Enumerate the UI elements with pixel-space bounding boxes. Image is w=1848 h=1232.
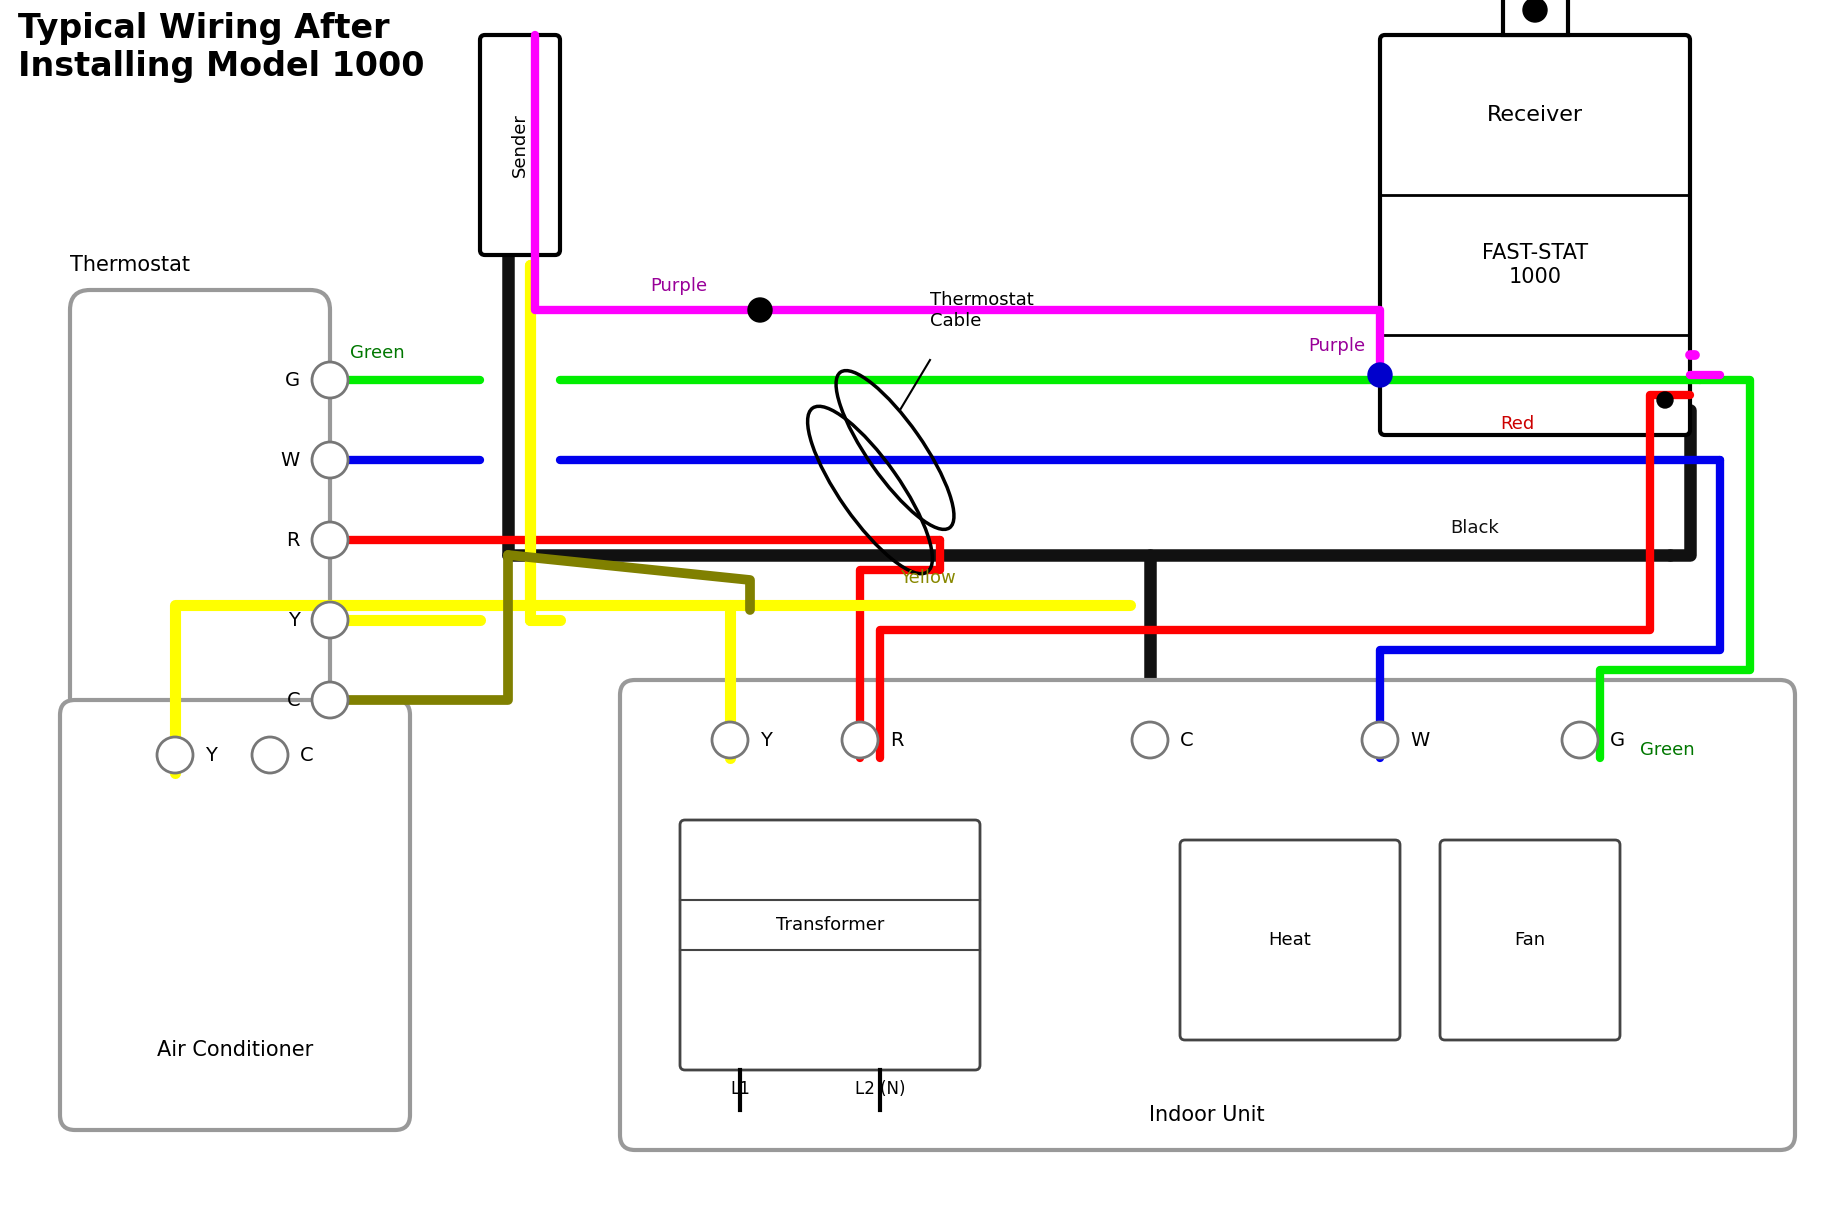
Text: L1: L1: [730, 1080, 750, 1098]
Text: Typical Wiring After
Installing Model 1000: Typical Wiring After Installing Model 10…: [18, 12, 425, 84]
Text: Thermostat: Thermostat: [70, 255, 190, 275]
Text: R: R: [286, 531, 299, 549]
Text: W: W: [281, 451, 299, 469]
Text: Heat: Heat: [1268, 931, 1312, 949]
Circle shape: [312, 522, 347, 558]
Circle shape: [157, 737, 192, 772]
Text: Sender: Sender: [512, 113, 529, 177]
Text: G: G: [1610, 731, 1624, 749]
Circle shape: [1658, 392, 1672, 408]
Circle shape: [312, 362, 347, 398]
Text: Air Conditioner: Air Conditioner: [157, 1040, 312, 1060]
FancyBboxPatch shape: [59, 700, 410, 1130]
Circle shape: [251, 737, 288, 772]
Text: L2 (N): L2 (N): [856, 1080, 906, 1098]
Circle shape: [748, 298, 772, 322]
Text: Black: Black: [1451, 519, 1499, 537]
Circle shape: [1368, 363, 1392, 387]
Text: Transformer: Transformer: [776, 917, 883, 934]
Text: Indoor Unit: Indoor Unit: [1149, 1105, 1264, 1125]
Circle shape: [312, 442, 347, 478]
Text: W: W: [1410, 731, 1429, 749]
Text: R: R: [891, 731, 904, 749]
Circle shape: [312, 602, 347, 638]
Circle shape: [1133, 722, 1168, 758]
Text: C: C: [1181, 731, 1194, 749]
Text: Y: Y: [760, 731, 772, 749]
Text: Purple: Purple: [1308, 338, 1366, 355]
Bar: [1502, 0, 1567, 34]
Circle shape: [1362, 722, 1397, 758]
Text: G: G: [285, 371, 299, 389]
Circle shape: [312, 683, 347, 718]
Text: Fan: Fan: [1515, 931, 1545, 949]
Text: Yellow: Yellow: [900, 569, 955, 586]
Text: C: C: [299, 745, 314, 765]
FancyBboxPatch shape: [619, 680, 1794, 1149]
FancyBboxPatch shape: [1380, 34, 1691, 435]
Circle shape: [1523, 0, 1547, 22]
Text: Thermostat
Cable: Thermostat Cable: [930, 291, 1033, 330]
Text: Red: Red: [1501, 415, 1534, 432]
FancyBboxPatch shape: [70, 290, 331, 780]
Text: Green: Green: [349, 344, 405, 362]
FancyBboxPatch shape: [1181, 840, 1401, 1040]
Text: Purple: Purple: [650, 277, 708, 294]
FancyBboxPatch shape: [680, 821, 979, 1071]
Text: C: C: [286, 690, 299, 710]
FancyBboxPatch shape: [480, 34, 560, 255]
Circle shape: [1562, 722, 1599, 758]
Circle shape: [843, 722, 878, 758]
Circle shape: [711, 722, 748, 758]
Text: Receiver: Receiver: [1488, 105, 1584, 124]
FancyBboxPatch shape: [1440, 840, 1621, 1040]
Text: FAST-STAT
1000: FAST-STAT 1000: [1482, 244, 1587, 287]
Text: Y: Y: [205, 745, 216, 765]
Text: Y: Y: [288, 611, 299, 630]
Text: Green: Green: [1639, 740, 1695, 759]
